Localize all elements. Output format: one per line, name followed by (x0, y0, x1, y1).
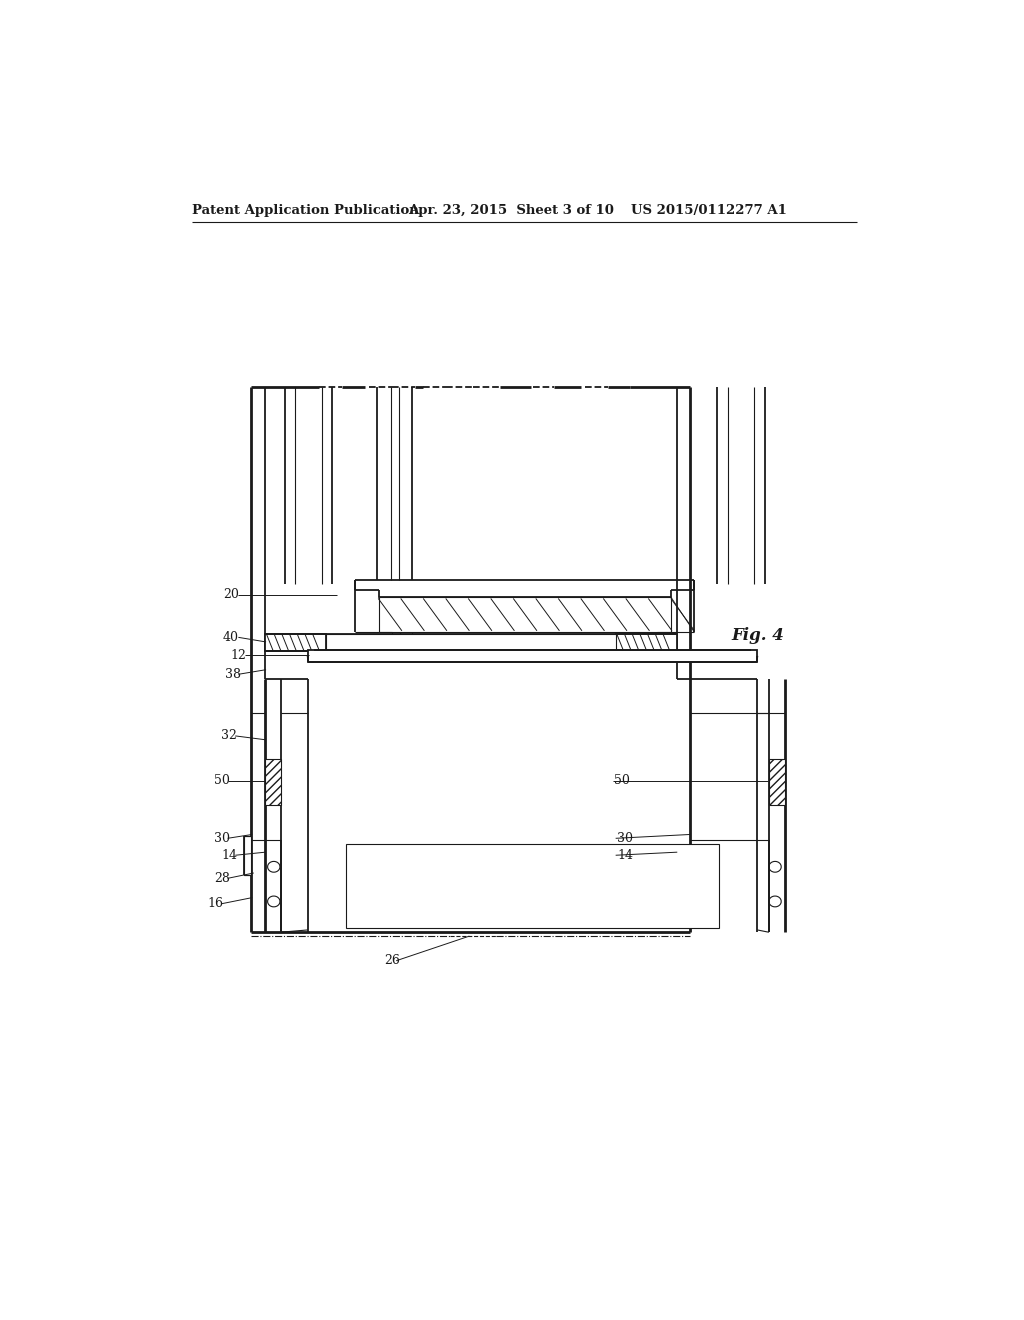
Text: 14: 14 (617, 849, 633, 862)
Text: 38: 38 (224, 668, 241, 681)
Text: Patent Application Publication: Patent Application Publication (193, 205, 419, 218)
Text: Apr. 23, 2015  Sheet 3 of 10: Apr. 23, 2015 Sheet 3 of 10 (408, 205, 613, 218)
Bar (264, 759, 281, 805)
Text: 28: 28 (214, 871, 229, 884)
Bar (615, 635, 677, 651)
Bar (264, 635, 326, 651)
Bar (307, 649, 758, 663)
Bar (346, 843, 719, 928)
Bar (769, 759, 785, 805)
Text: 50: 50 (214, 774, 229, 787)
Text: Fig. 4: Fig. 4 (731, 627, 784, 644)
Text: US 2015/0112277 A1: US 2015/0112277 A1 (631, 205, 786, 218)
Text: 50: 50 (614, 774, 630, 787)
Text: 12: 12 (230, 648, 247, 661)
Text: 30: 30 (617, 832, 633, 845)
Text: 14: 14 (221, 849, 238, 862)
Text: 30: 30 (214, 832, 229, 845)
Bar (379, 597, 671, 632)
Text: 20: 20 (223, 589, 239, 602)
Text: 26: 26 (385, 954, 400, 968)
Text: 32: 32 (221, 730, 238, 742)
Bar (244, 836, 252, 874)
Text: 16: 16 (208, 898, 223, 911)
Text: 40: 40 (223, 631, 239, 644)
Bar (326, 635, 615, 651)
